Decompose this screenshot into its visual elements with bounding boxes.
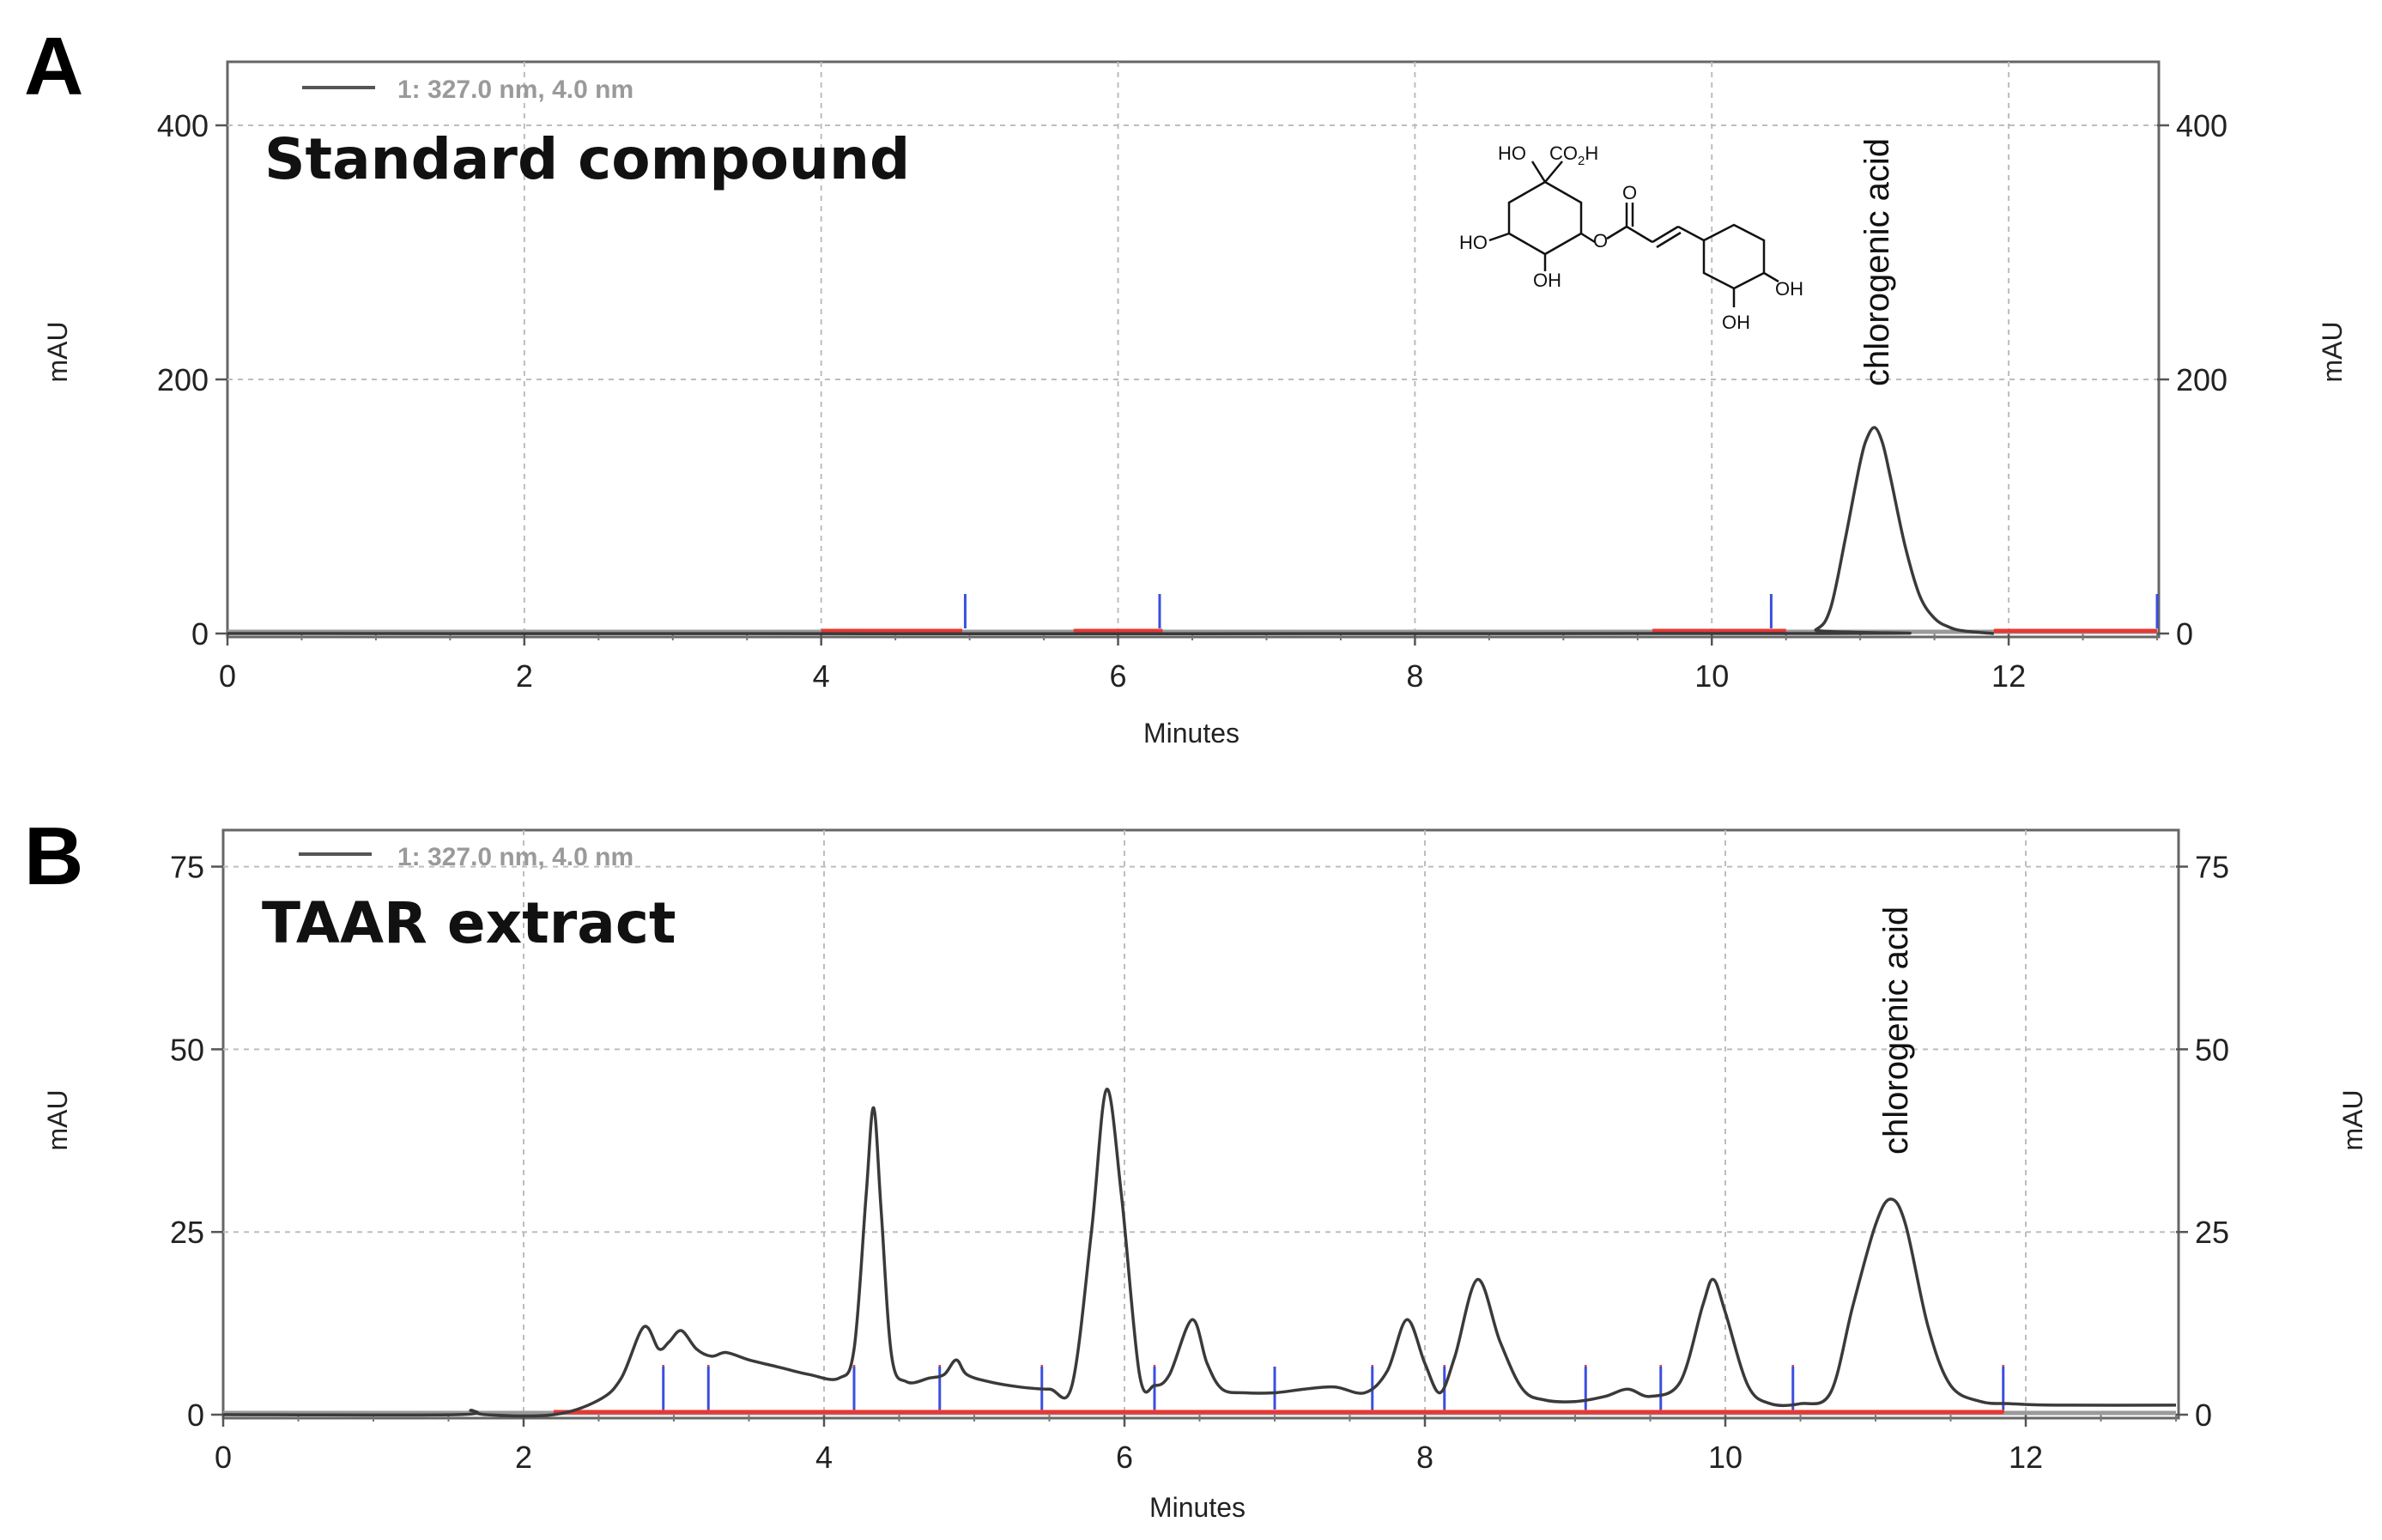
x-tick-label: 2 [515,1440,532,1475]
chem-label-co2h: CO2H [1549,142,1598,168]
y-axis-title-left: mAU [42,1089,73,1150]
y-axis-title-right: mAU [2337,1089,2368,1150]
y-tick-label-left: 0 [187,1398,204,1433]
chem-label-ho-top: HO [1498,142,1526,164]
x-tick-label: 2 [516,658,533,694]
panel-letter-b: B [24,810,83,902]
gridlines [227,62,2157,634]
y-axis-title-left: mAU [42,321,73,382]
x-tick-label: 10 [1708,1440,1743,1475]
x-tick-label: 8 [1416,1440,1433,1475]
y-axis-title-right: mAU [2317,321,2348,382]
x-axis-title: Minutes [1143,718,1239,749]
y-tick-label-left: 200 [157,362,209,397]
peak-label-chlorogenic-acid: chlorogenic acid [1858,138,1896,386]
chem-label-o-carbonyl: O [1622,182,1637,203]
y-tick-label-left: 25 [170,1215,204,1250]
x-tick-label: 12 [2009,1440,2043,1475]
peak-markers [662,1365,2005,1413]
legend-label: 1: 327.0 nm, 4.0 nm [397,76,633,104]
x-tick-label: 4 [815,1440,833,1475]
y-tick-label-right: 400 [2176,108,2227,143]
x-tick-label: 12 [1991,658,2026,694]
peak-label-chlorogenic-acid: chlorogenic acid [1877,906,1915,1155]
y-tick-label-right: 25 [2195,1215,2229,1250]
x-tick-label: 6 [1110,658,1127,694]
x-tick-label: 0 [215,1440,232,1475]
chem-label-o-ester: O [1593,230,1608,252]
chromatogram-trace [227,426,1994,636]
y-tick-label-left: 75 [170,850,204,885]
y-tick-label-left: 400 [157,108,209,143]
y-tick-label-right: 200 [2176,362,2227,397]
y-tick-label-right: 0 [2176,616,2193,652]
y-tick-label-right: 0 [2195,1398,2212,1433]
y-tick-label-right: 50 [2195,1032,2229,1067]
y-tick-label-right: 75 [2195,850,2229,885]
peak-markers [963,594,2159,628]
legend-label: 1: 327.0 nm, 4.0 nm [397,843,633,871]
chromatogram-trace [222,1088,2177,1418]
chem-label-oh-ring-bottom: OH [1722,312,1750,333]
x-tick-label: 4 [813,658,830,694]
integration-baselines [223,1410,2176,1416]
x-axis-title: Minutes [1149,1492,1246,1523]
chem-label-ho-left: HO [1459,232,1488,253]
x-tick-label: 10 [1694,658,1729,694]
x-tick-label: 8 [1406,658,1423,694]
sample-title: TAAR extract [262,890,676,956]
y-tick-label-left: 50 [170,1032,204,1067]
plot-frame [221,828,2180,1420]
chem-label-oh-bottom: OH [1533,270,1561,291]
panel-letter-a: A [24,21,83,112]
x-tick-label: 6 [1116,1440,1133,1475]
chlorogenic-acid-structure [1488,161,1779,307]
x-tick-label: 0 [219,658,236,694]
chem-label-oh-ring-right: OH [1775,278,1803,300]
sample-title: Standard compound [264,126,910,192]
y-tick-label-left: 0 [191,616,209,652]
gridlines [223,830,2176,1415]
